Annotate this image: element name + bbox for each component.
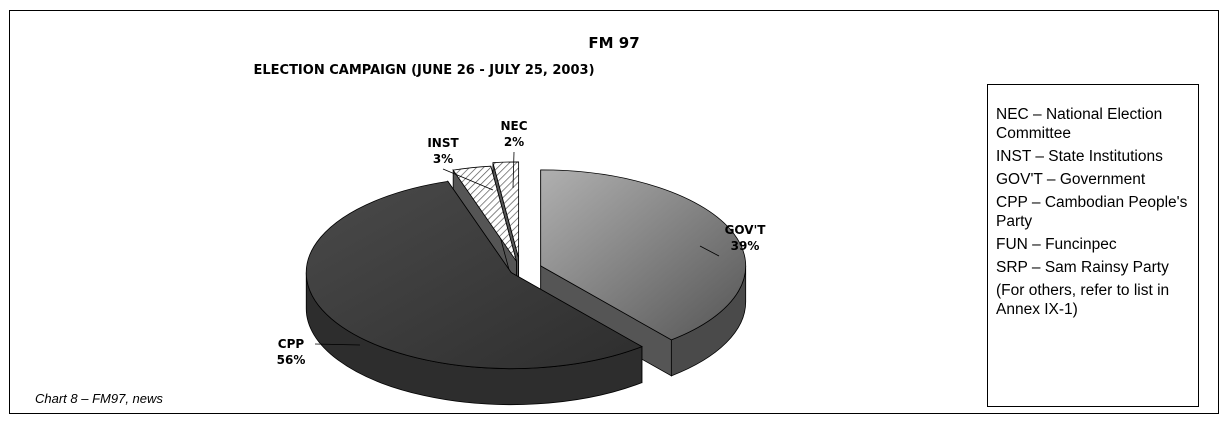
slice-label: NEC	[500, 119, 527, 133]
slice-label: GOV'T	[725, 223, 767, 237]
slice-label: CPP	[278, 337, 305, 351]
legend-item: CPP – Cambodian People's Party	[996, 194, 1188, 230]
slice-value: 56%	[277, 353, 306, 367]
pie-slices	[305, 161, 747, 406]
legend-item: NEC – National Election Committee	[996, 106, 1163, 142]
leader-line	[442, 168, 494, 191]
legend: NEC – National Election Committee INST – …	[987, 84, 1199, 407]
legend-item: (For others, refer to list in Annex IX-1…	[996, 282, 1170, 318]
leader-line	[314, 343, 361, 346]
slice-labels: GOV'T 39% CPP 56% INST 3% NEC 2%	[277, 119, 767, 367]
legend-item: FUN – Funcinpec	[996, 236, 1117, 253]
slice-value: 39%	[731, 239, 760, 253]
slice-value: 2%	[504, 135, 524, 149]
leader-line	[512, 151, 515, 189]
legend-item: GOV'T – Government	[996, 171, 1146, 188]
chart-caption: Chart 8 – FM97, news	[35, 391, 163, 406]
chart-title: FM 97	[588, 34, 639, 52]
legend-item: INST – State Institutions	[996, 148, 1163, 165]
pie-slice-cpp	[305, 180, 643, 406]
leader-line	[699, 245, 720, 257]
chart-subtitle: ELECTION CAMPAIGN (JUNE 26 - JULY 25, 20…	[253, 63, 594, 78]
legend-item: SRP – Sam Rainsy Party	[996, 259, 1169, 276]
slice-label: INST	[427, 136, 459, 150]
slice-value: 3%	[433, 152, 453, 166]
